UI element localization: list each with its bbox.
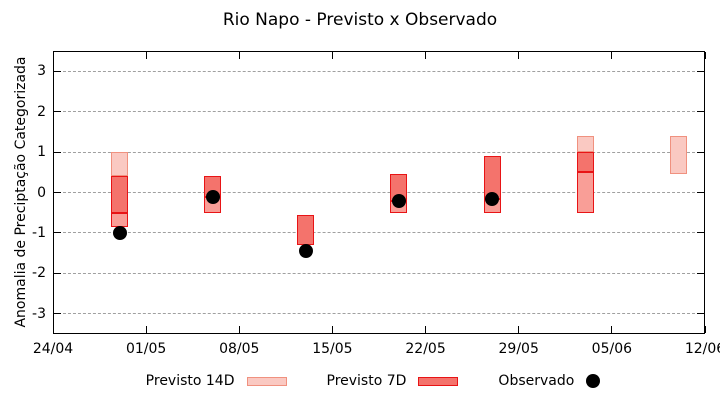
observed-dot (112, 225, 127, 240)
y-tick-label: -1 (32, 224, 46, 241)
forecast-bar-segment-strong (297, 214, 315, 246)
forecast-bar-segment-strong (111, 176, 129, 213)
y-tick-label: 1 (37, 144, 46, 161)
x-tick-label: 12/06 (684, 341, 720, 357)
x-tick-mark (518, 52, 520, 59)
gridline (53, 313, 705, 315)
y-tick-mark (697, 272, 704, 274)
y-tick-mark (54, 232, 61, 234)
x-tick-mark (611, 52, 613, 59)
y-tick-mark (697, 70, 704, 72)
forecast-bar-segment-medium (111, 212, 129, 227)
gridline (53, 151, 705, 153)
observed-dot (485, 191, 500, 206)
x-tick-label: 08/05 (219, 341, 260, 357)
legend-item: Previsto 7D (327, 372, 459, 390)
y-tick-mark (697, 313, 704, 315)
forecast-bar-segment-light (111, 152, 129, 177)
legend-observed-dot-icon (586, 374, 601, 388)
x-tick-mark (425, 52, 427, 59)
plot-frame (53, 51, 705, 334)
y-tick-mark (54, 272, 61, 274)
y-tick-mark (54, 192, 61, 193)
legend-swatch-light (246, 376, 287, 386)
gridline (53, 111, 705, 113)
gridline (53, 70, 705, 72)
observed-dot (205, 189, 220, 204)
y-tick-mark (54, 111, 61, 113)
forecast-bar-segment-light (576, 135, 594, 153)
x-tick-label: 05/06 (591, 341, 633, 357)
x-tick-label: 29/05 (498, 341, 539, 357)
x-tick-mark (704, 326, 706, 333)
chart-title: Rio Napo - Previsto x Observado (222, 10, 498, 30)
legend: Previsto 14D Previsto 7D Observado (0, 372, 720, 390)
gridline (53, 232, 705, 234)
y-tick-mark (697, 192, 704, 193)
y-tick-mark (697, 232, 704, 234)
forecast-bar-segment-medium (576, 172, 594, 213)
y-tick-mark (697, 151, 704, 153)
x-tick-mark (425, 326, 427, 333)
x-tick-label: 24/04 (32, 341, 74, 357)
x-tick-label: 22/05 (405, 341, 446, 357)
y-tick-label: 2 (37, 103, 46, 120)
y-tick-label: 3 (37, 63, 46, 80)
gridline (53, 192, 705, 193)
legend-label: Previsto 7D (326, 373, 407, 389)
y-tick-mark (54, 151, 61, 153)
x-tick-mark (518, 326, 520, 333)
x-tick-mark (704, 52, 706, 59)
x-tick-mark (611, 326, 613, 333)
gridline (53, 272, 705, 274)
x-tick-mark (331, 52, 333, 59)
legend-swatch-strong (418, 376, 459, 386)
y-tick-label: -3 (32, 305, 46, 322)
legend-item: Previsto 14D (146, 372, 287, 390)
x-tick-label: 01/05 (125, 341, 167, 357)
observed-dot (298, 244, 313, 259)
y-tick-mark (54, 70, 61, 72)
legend-label: Observado (498, 373, 575, 389)
y-tick-mark (697, 111, 704, 113)
legend-item: Observado (498, 372, 601, 390)
x-tick-mark (331, 326, 333, 333)
forecast-bar-segment-strong (576, 152, 594, 173)
forecast-bar-segment-light (669, 135, 687, 175)
x-tick-mark (238, 326, 240, 333)
observed-dot (391, 193, 406, 208)
y-tick-label: 0 (37, 184, 46, 201)
y-tick-label: -2 (32, 265, 46, 282)
y-tick-mark (54, 313, 61, 315)
x-tick-mark (145, 326, 147, 333)
legend-label: Previsto 14D (145, 373, 235, 389)
x-tick-mark (238, 52, 240, 59)
x-tick-mark (145, 52, 147, 59)
x-tick-label: 15/05 (312, 341, 353, 357)
